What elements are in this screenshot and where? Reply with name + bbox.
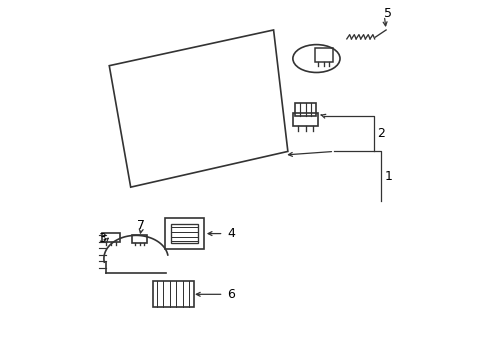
Text: 4: 4 — [227, 227, 235, 240]
Text: 7: 7 — [137, 219, 146, 232]
Text: 5: 5 — [384, 8, 392, 21]
Text: 2: 2 — [377, 127, 385, 140]
Text: 1: 1 — [384, 170, 392, 183]
Text: 6: 6 — [227, 288, 235, 301]
Text: 3: 3 — [98, 233, 106, 246]
